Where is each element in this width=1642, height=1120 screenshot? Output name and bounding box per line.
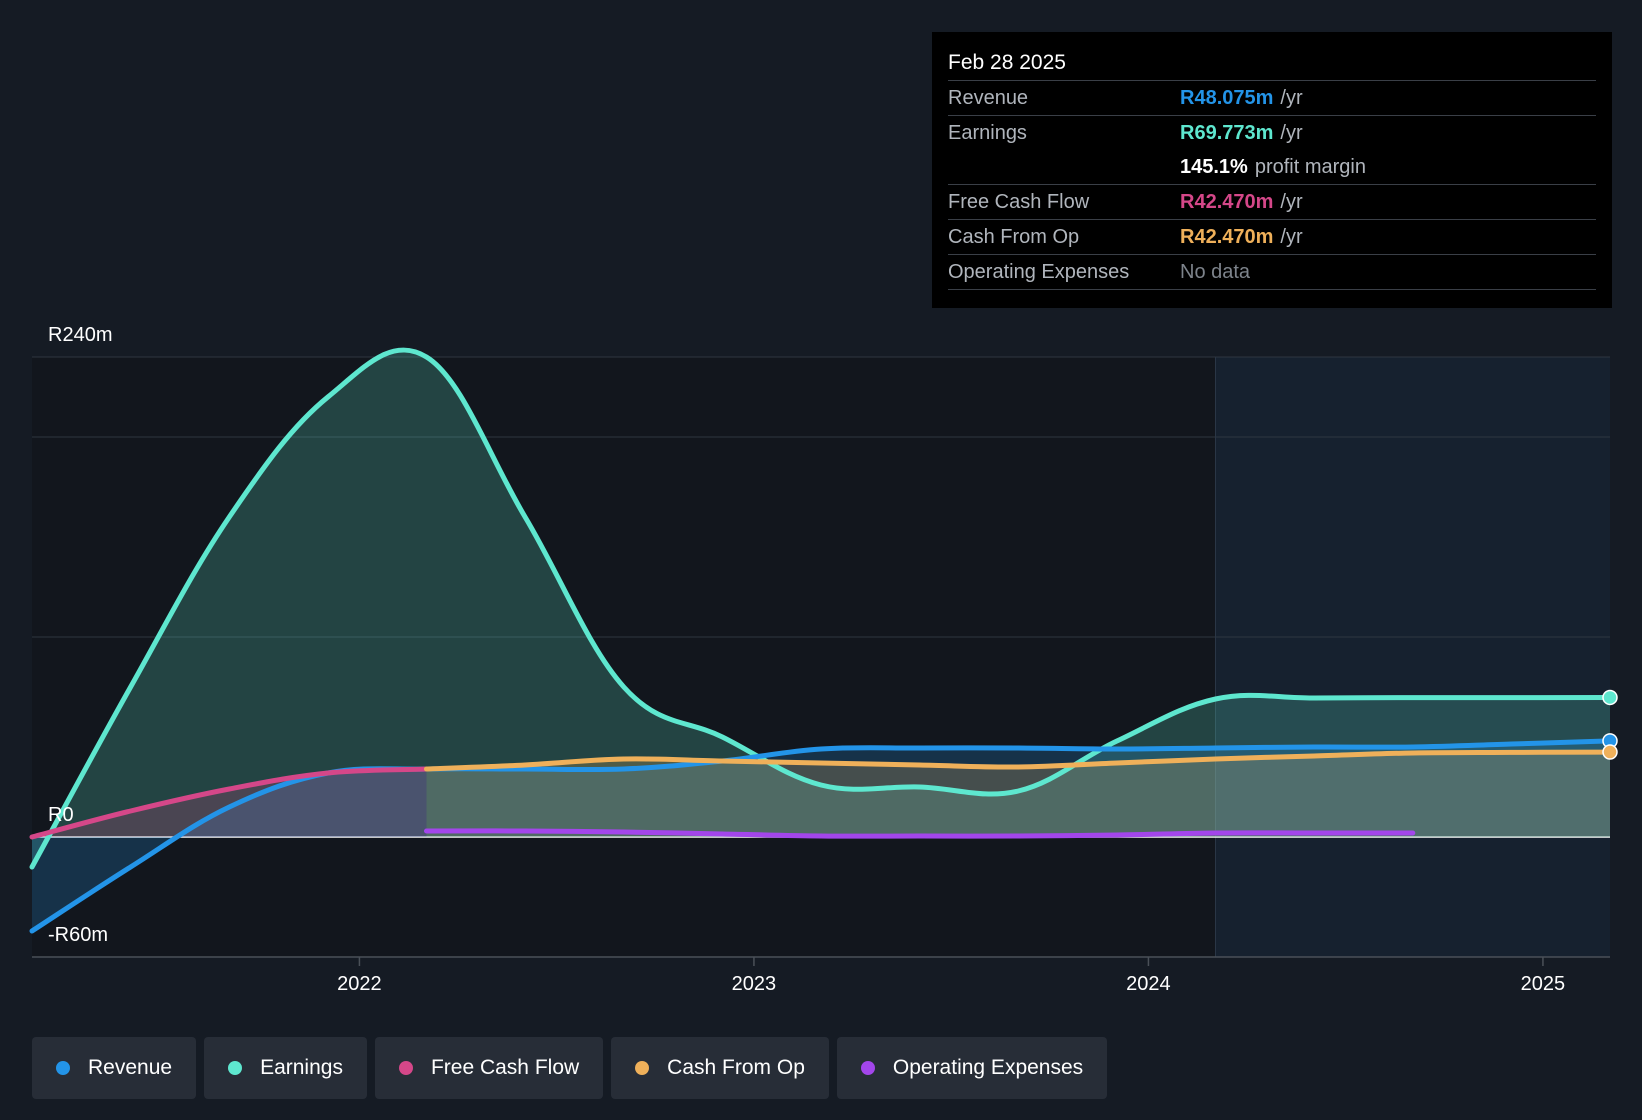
x-axis-ticks: 2022 2023 2024 2025 [337,957,1565,995]
tooltip-value: R42.470m [1180,191,1274,213]
y-axis-label: R240m [48,324,112,346]
legend-item-free-cash-flow[interactable]: Free Cash Flow [374,1037,604,1099]
operating-expenses-line [424,828,1416,839]
tooltip-unit: /yr [1280,87,1303,109]
tooltip-value: 145.1% [1180,156,1248,178]
free-cash-flow-area [32,769,427,837]
legend-item-operating-expenses[interactable]: Operating Expenses [836,1037,1108,1099]
tooltip-label: Cash From Op [948,226,1080,248]
tooltip-label [948,150,1180,184]
legend-dot-icon [228,1061,243,1075]
gridlines [32,356,1610,958]
financial-chart: R240m R0 -R60m 2022 2023 2024 2025 [29,324,1618,995]
tooltip-label: Revenue [948,87,1029,109]
series-lines [29,347,1613,934]
y-axis-labels: R240m R0 -R60m [48,324,112,946]
cash-from-op-line [424,749,1613,772]
free-cash-flow-line [29,766,429,840]
tooltip-row-revenue: Revenue R48.075m /yr [948,81,1596,116]
tooltip-value: R48.075m [1180,87,1274,109]
earnings-line [29,347,1613,870]
tooltip-unit: /yr [1280,191,1303,213]
x-tick-label: 2025 [1521,973,1566,995]
cash-from-op-area [426,752,1610,837]
tooltip-unit: /yr [1280,122,1303,144]
past-region [32,357,1216,957]
forecast-region [1215,357,1610,957]
x-tick-label: 2024 [1126,973,1171,995]
data-tooltip: Feb 28 2025 Revenue R48.075m /yr Earning… [932,32,1612,308]
tooltip-row-free-cash-flow: Free Cash Flow R42.470m /yr [948,185,1596,220]
tooltip-label: Earnings [948,122,1027,144]
end-markers [1602,689,1618,760]
legend-label: Revenue [88,1056,173,1079]
x-tick-label: 2022 [337,973,382,995]
legend-dot-icon [56,1061,70,1075]
legend-dot-icon [860,1061,875,1075]
y-axis-label: -R60m [48,924,108,946]
tooltip-unit: /yr [1280,226,1303,248]
chart-legend: Revenue Earnings Free Cash Flow Cash Fro… [32,1037,1108,1099]
tooltip-row-earnings: Earnings R69.773m /yr [948,116,1596,150]
legend-item-earnings[interactable]: Earnings [204,1037,367,1099]
legend-label: Operating Expenses [892,1056,1084,1079]
tooltip-row-profit-margin: 145.1% profit margin [948,150,1596,185]
legend-label: Cash From Op [667,1056,805,1079]
earnings-area [32,350,1610,867]
tooltip-label: Operating Expenses [948,261,1130,283]
tooltip-value: No data [1180,261,1251,283]
cash-from-op-end-point [1602,744,1618,760]
earnings-end-point [1602,689,1618,706]
legend-label: Free Cash Flow [430,1056,580,1079]
legend-dot-icon [398,1061,413,1075]
tooltip-date: Feb 28 2025 [948,46,1596,81]
tooltip-value: R69.773m [1180,122,1274,144]
tooltip-unit: profit margin [1254,156,1366,178]
tooltip-row-cash-from-op: Cash From Op R42.470m /yr [948,220,1596,255]
tooltip-value: R42.470m [1180,226,1274,248]
y-axis-label: R0 [48,804,74,826]
x-tick-label: 2023 [732,973,777,995]
legend-item-cash-from-op[interactable]: Cash From Op [611,1037,829,1099]
legend-label: Earnings [260,1056,343,1079]
legend-item-revenue[interactable]: Revenue [32,1037,197,1099]
tooltip-label: Free Cash Flow [948,191,1090,213]
tooltip-row-operating-expenses: Operating Expenses No data [948,255,1596,290]
legend-dot-icon [635,1061,650,1075]
revenue-line [29,738,1613,934]
